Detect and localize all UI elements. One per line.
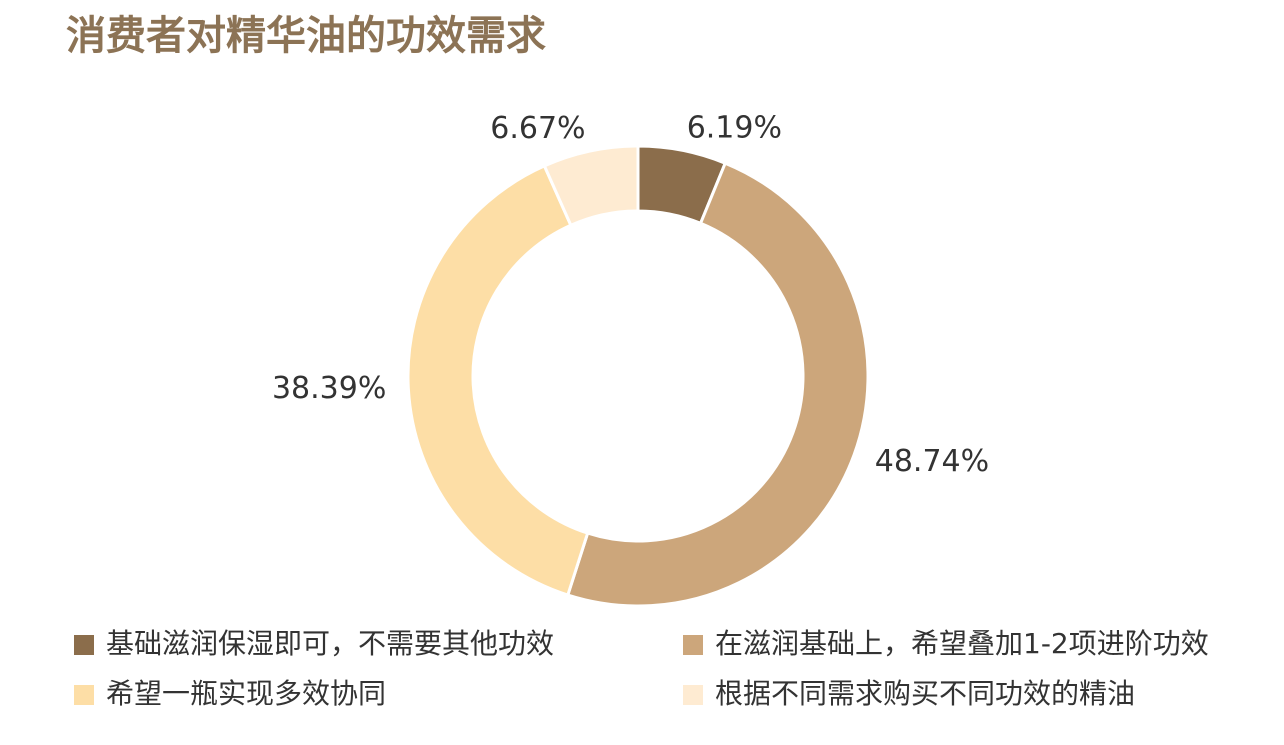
- value-label: 48.74%: [875, 444, 989, 479]
- legend-swatch: [683, 635, 703, 655]
- legend-label: 希望一瓶实现多效协同: [106, 677, 386, 710]
- legend-swatch: [74, 635, 94, 655]
- value-label: 6.67%: [490, 111, 585, 146]
- chart-title: 消费者对精华油的功效需求: [66, 13, 546, 59]
- value-label: 6.19%: [687, 110, 782, 145]
- legend-label: 根据不同需求购买不同功效的精油: [715, 677, 1135, 710]
- legend-label: 基础滋润保湿即可，不需要其他功效: [106, 627, 554, 660]
- value-label: 38.39%: [272, 371, 386, 406]
- legend-swatch: [683, 685, 703, 705]
- legend-label: 在滋润基础上，希望叠加1-2项进阶功效: [715, 627, 1209, 660]
- donut-slice: [406, 163, 590, 597]
- donut-slice: [542, 144, 640, 228]
- donut-slice: [565, 161, 870, 608]
- legend-swatch: [74, 685, 94, 705]
